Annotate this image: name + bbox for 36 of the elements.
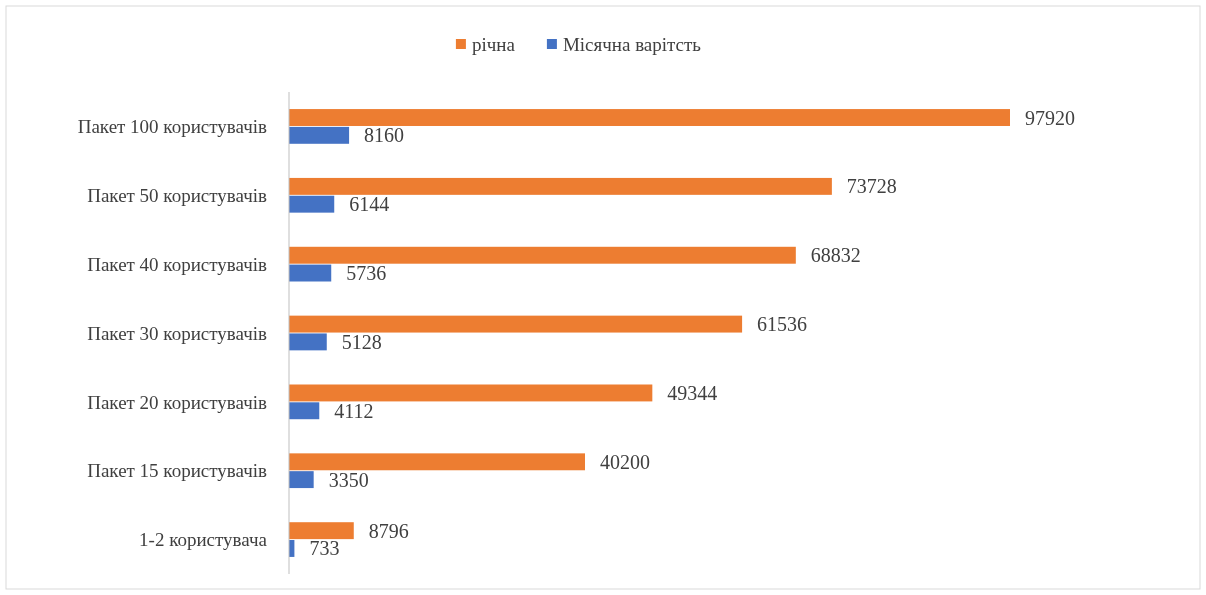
legend-label: Місячна варітсть [562,33,702,55]
data-label: 8160 [364,124,405,147]
data-label: 49344 [667,381,718,404]
data-label: 733 [309,537,340,560]
data-label: 5128 [341,330,382,353]
y-tick-label: Пакет 50 користувачів [87,184,268,206]
data-label: 3350 [328,468,369,491]
bar [289,471,314,489]
bar [289,126,350,144]
data-label: 4112 [334,399,374,422]
data-label: 61536 [757,313,808,336]
bar [289,195,335,213]
bar [289,522,354,540]
y-tick-label: Пакет 15 користувачів [87,460,268,482]
y-tick-label: 1-2 користувача [139,529,268,551]
y-tick-label: Пакет 100 користувачів [77,116,268,138]
data-label: 73728 [846,175,897,198]
data-label: 5736 [346,262,387,285]
bar [289,453,585,471]
data-label: 68832 [810,244,861,267]
bar [289,177,832,195]
bar [289,264,332,282]
bar [289,384,653,402]
legend-label: річна [471,33,516,55]
y-tick-label: Пакет 30 користувачів [87,322,268,344]
bar [289,246,796,264]
bar [289,402,320,420]
data-label: 40200 [600,450,650,473]
y-tick-label: Пакет 40 користувачів [87,253,268,275]
bar [289,315,743,333]
data-label: 8796 [368,519,409,542]
data-label: 97920 [1025,106,1075,129]
y-tick-label: Пакет 20 користувачів [87,391,268,413]
data-label: 6144 [349,193,390,216]
bar [289,109,1010,126]
bar [289,333,327,351]
